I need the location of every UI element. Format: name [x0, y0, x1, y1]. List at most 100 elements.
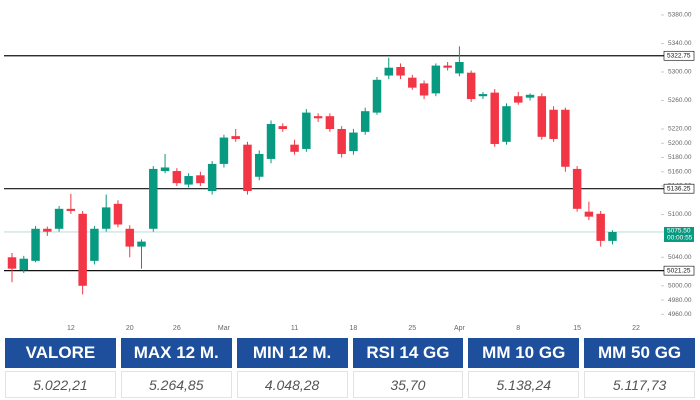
table-value: 5.022,21: [5, 371, 116, 398]
candle-body: [490, 92, 499, 144]
y-tick-label: 5000.00: [668, 283, 692, 290]
table-value: 5.117,73: [584, 371, 695, 398]
x-tick-label: 8: [516, 325, 520, 332]
x-tick-label: Apr: [454, 325, 466, 332]
last-price-label: 5075.50: [667, 228, 691, 235]
y-tick-label: 5200.00: [668, 140, 692, 147]
candle-body: [466, 72, 476, 100]
candle-body: [584, 211, 594, 217]
table-value: 35,70: [352, 371, 464, 398]
candle-body: [266, 124, 276, 159]
chart: 4960.004980.005000.005040.005100.005140.…: [4, 12, 695, 332]
candle-body: [313, 116, 323, 119]
candle-body: [7, 257, 17, 269]
x-tick-label: 26: [173, 325, 181, 332]
y-tick-label: 5040.00: [668, 254, 692, 261]
candle-body: [349, 132, 358, 152]
table-header: MIN 12 M.: [236, 338, 348, 368]
candle-body: [196, 175, 205, 184]
level-label: 5322.75: [667, 52, 691, 59]
level-box: [663, 265, 695, 276]
candle-body: [325, 116, 335, 129]
x-tick-label: Mar: [218, 325, 231, 332]
table-header: MM 50 GG: [584, 338, 695, 368]
candle-body: [43, 228, 52, 232]
level-label: 5136.25: [667, 185, 691, 192]
y-tick-label: 5160.00: [668, 168, 692, 175]
x-tick-label: 25: [408, 325, 416, 332]
candle-body: [443, 65, 452, 68]
candle-body: [255, 153, 264, 177]
candle-body: [455, 62, 464, 74]
candle-body: [302, 112, 311, 149]
stats-table: VALORE MAX 12 M. MIN 12 M. RSI 14 GG MM 10 G…: [5, 338, 695, 398]
level-box: [663, 183, 695, 194]
x-tick-label: 18: [350, 325, 358, 332]
y-tick-label: 5340.00: [668, 40, 692, 47]
level-label: 5021.25: [667, 267, 691, 274]
candle-body: [278, 126, 288, 129]
candle-body: [78, 213, 87, 286]
table-header: MAX 12 M.: [120, 338, 232, 368]
candle-body: [172, 171, 182, 184]
candle-body: [549, 109, 558, 139]
candle-body: [408, 77, 417, 88]
last-price-timer: 00:00:55: [667, 235, 693, 242]
candle-body: [525, 94, 535, 98]
candle-body: [19, 258, 29, 271]
table-value: 5.138,24: [468, 371, 580, 398]
y-tick-label: 5260.00: [668, 97, 692, 104]
candle-body: [160, 167, 170, 172]
candle-body: [572, 168, 582, 209]
table-header: MM 10 GG: [468, 338, 580, 368]
x-tick-label: 15: [573, 325, 581, 332]
table-header: VALORE: [5, 338, 116, 368]
candle-body: [219, 137, 229, 164]
y-tick-label: 5300.00: [668, 69, 692, 76]
x-tick-label: 12: [67, 325, 75, 332]
y-tick-label: 4980.00: [668, 297, 692, 304]
candle-body: [396, 66, 405, 76]
candle-body: [419, 83, 429, 96]
candle-body: [608, 231, 617, 241]
candle-body: [384, 67, 393, 76]
candle-body: [66, 208, 76, 211]
table-value: 5.264,85: [120, 371, 232, 398]
candle-body: [231, 136, 240, 139]
y-tick-label: 5220.00: [668, 126, 692, 133]
candle-body: [243, 144, 252, 192]
candle-body: [561, 109, 570, 167]
y-tick-label: 5380.00: [668, 12, 692, 19]
candle-body: [54, 208, 64, 229]
candle-body: [431, 65, 441, 94]
candle-body: [360, 111, 370, 132]
candle-body: [101, 207, 111, 229]
x-tick-label: 11: [291, 325, 298, 332]
candle-body: [184, 176, 193, 185]
y-tick-label: 5100.00: [668, 211, 692, 218]
candle-body: [290, 144, 299, 152]
candle-body: [537, 96, 547, 137]
y-tick-label: 4960.00: [668, 311, 692, 318]
candle-body: [502, 106, 511, 142]
candle-body: [207, 163, 217, 192]
candle-body: [90, 228, 99, 261]
candle-body: [125, 228, 134, 247]
level-box: [663, 50, 695, 61]
y-tick-label: 5180.00: [668, 154, 692, 161]
candle-body: [137, 241, 146, 247]
candle-body: [337, 128, 346, 154]
candle-body: [514, 96, 523, 103]
last-price-box: [664, 226, 694, 242]
x-tick-label: 20: [126, 325, 134, 332]
candle-body: [596, 213, 605, 241]
candle-body: [113, 203, 123, 225]
table-header: RSI 14 GG: [352, 338, 464, 368]
table-value: 4.048,28: [236, 371, 348, 398]
candle-body: [31, 228, 40, 261]
candle-body: [478, 94, 488, 97]
candle-body: [149, 168, 158, 229]
x-tick-label: 22: [632, 325, 640, 332]
candle-body: [372, 79, 382, 113]
